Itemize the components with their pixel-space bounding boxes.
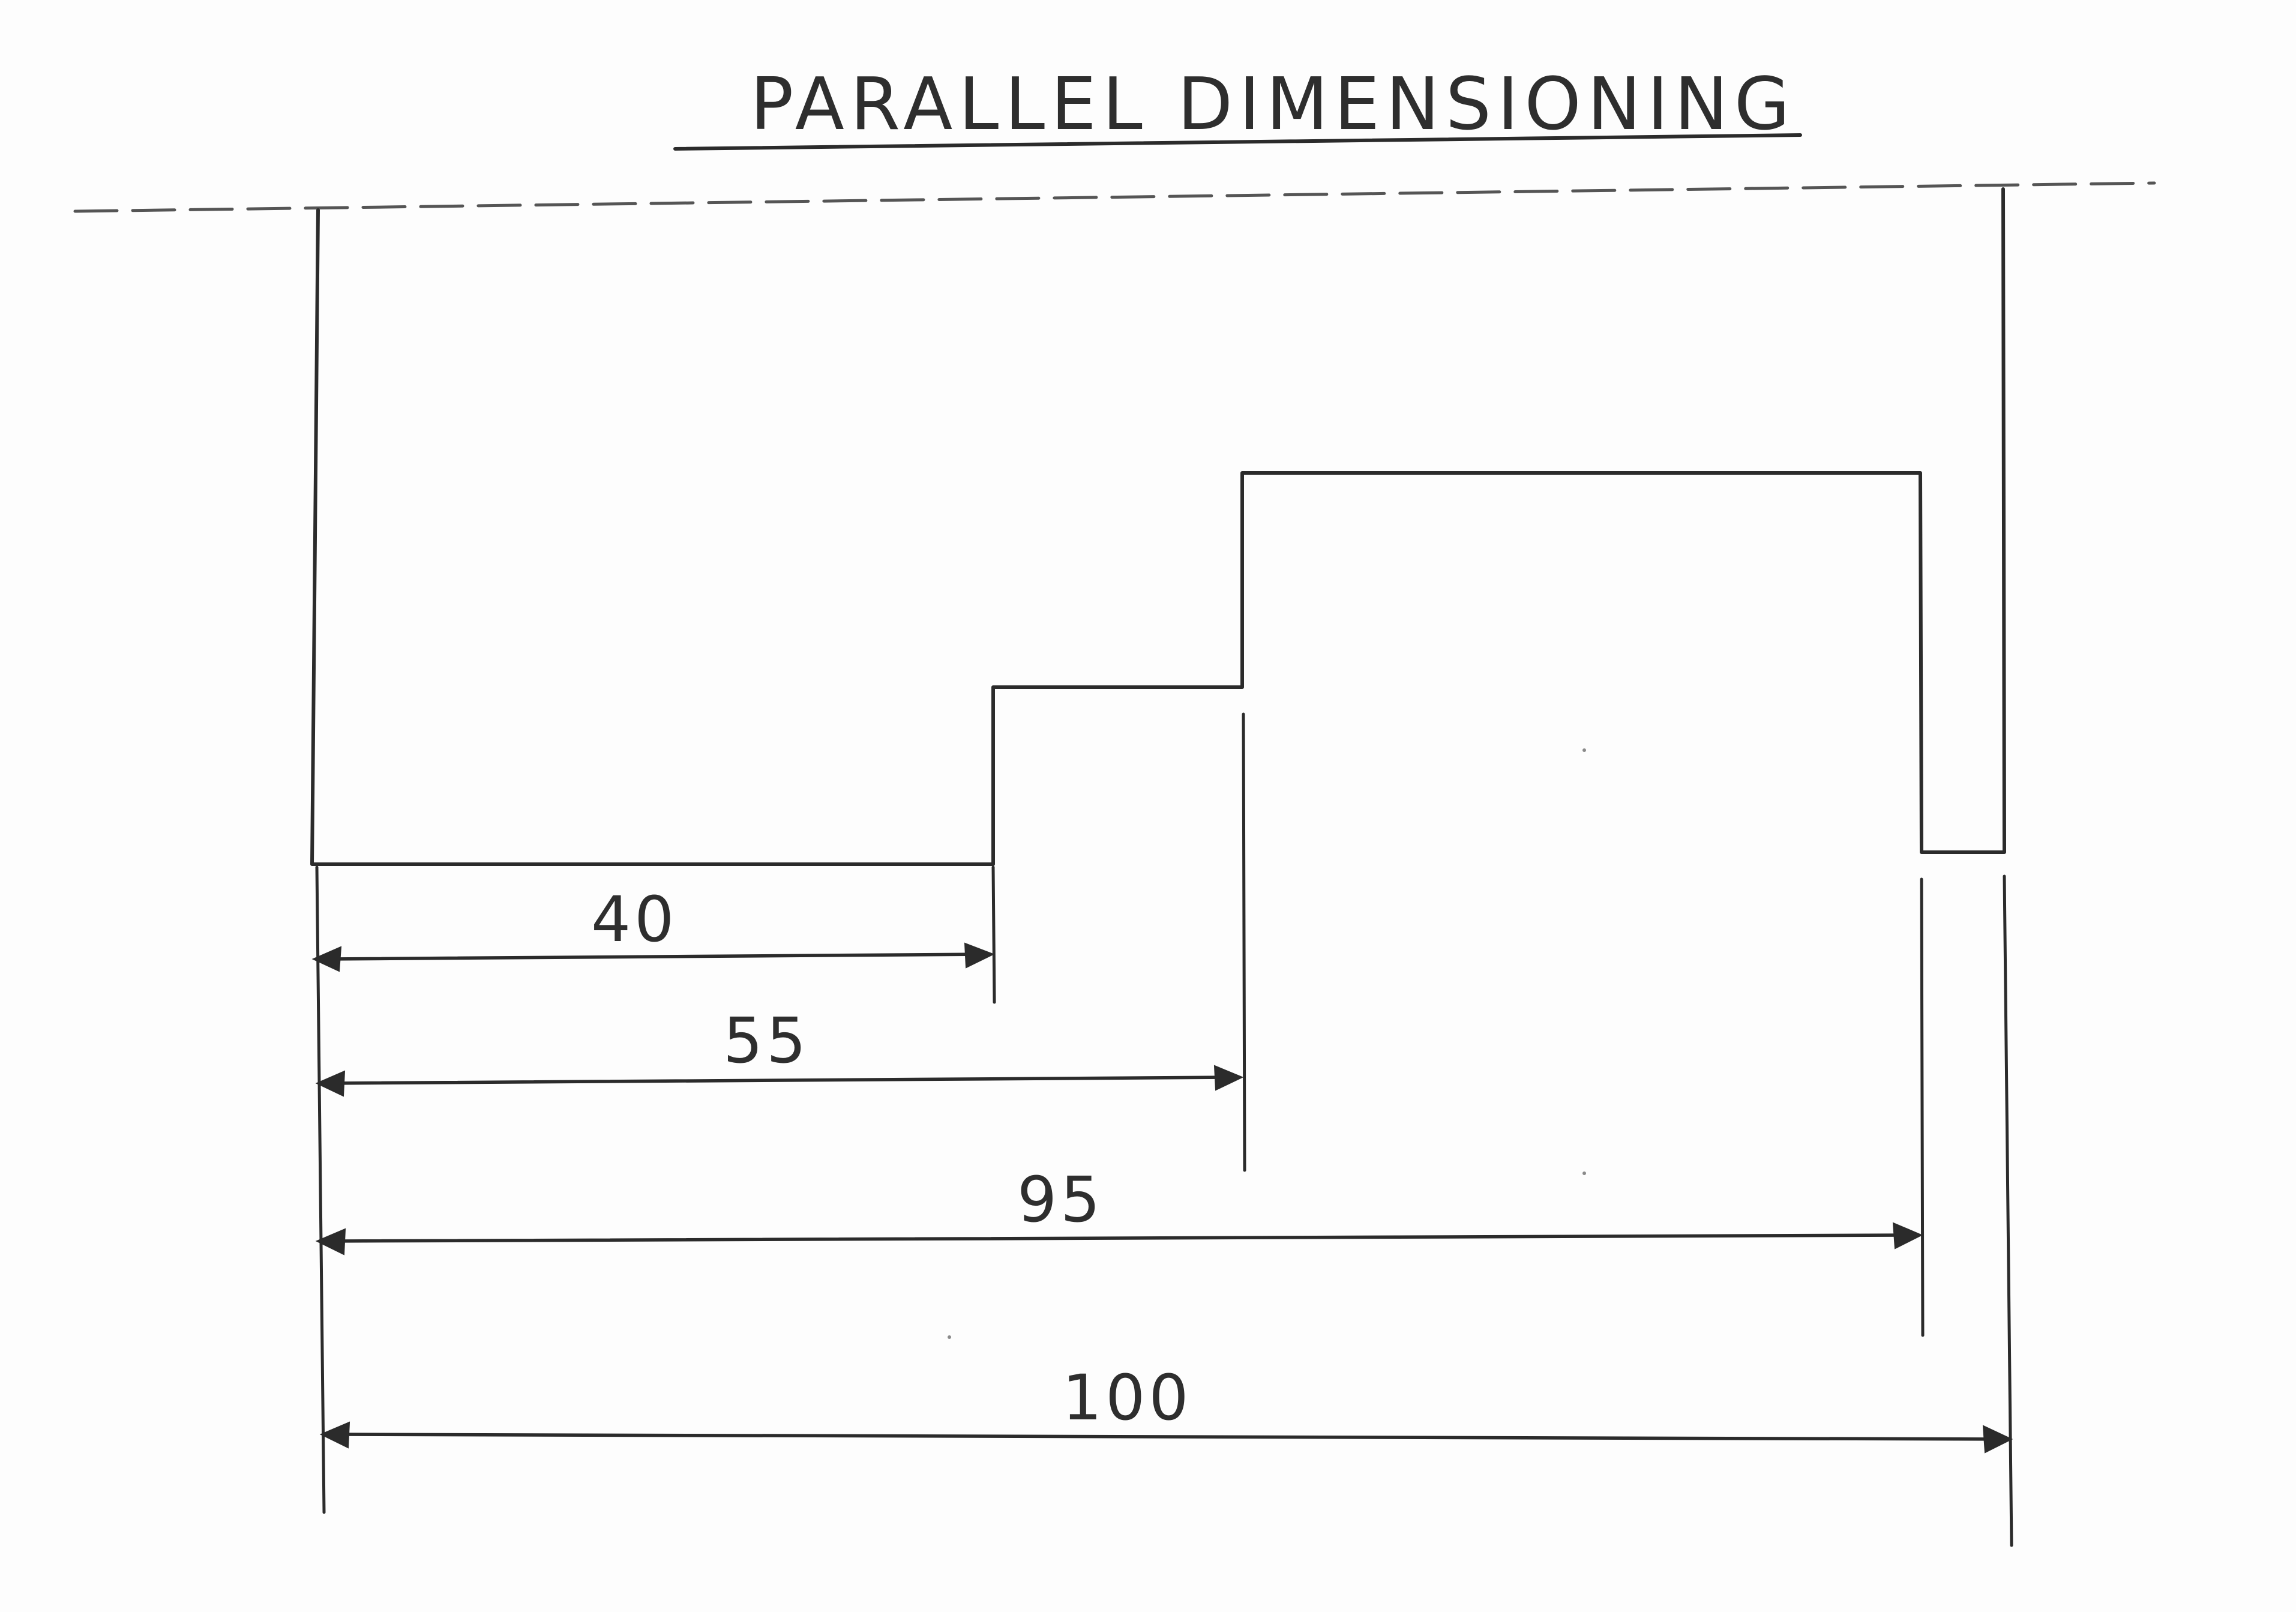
arrowhead-left-95 <box>315 1228 346 1256</box>
dimension-label-55: 55 <box>723 1004 810 1077</box>
arrowhead-right-95 <box>1892 1222 1923 1250</box>
paper-speck <box>1582 1171 1586 1175</box>
dimension-95: 95 <box>315 1163 1923 1256</box>
title-underline <box>673 133 1802 151</box>
dimension-label-95: 95 <box>1017 1163 1104 1236</box>
dimension-line-95 <box>328 1233 1916 1243</box>
arrowhead-right-100 <box>1982 1425 2013 1454</box>
dimension-100: 100 <box>319 1361 2013 1454</box>
paper-speck <box>1582 748 1586 752</box>
dimension-line-100 <box>331 1433 2000 1441</box>
top-reference-line <box>73 181 2156 213</box>
arrowhead-left-55 <box>315 1070 346 1097</box>
dimension-line-55 <box>327 1075 1238 1085</box>
extension-line-95 <box>1920 877 1925 1337</box>
dimension-40: 40 <box>311 883 995 972</box>
extension-line-origin <box>315 865 326 1514</box>
paper-speck <box>948 1335 951 1339</box>
dimension-label-100: 100 <box>1062 1361 1192 1434</box>
arrowhead-right-55 <box>1213 1065 1244 1091</box>
extension-line-40 <box>991 865 996 1004</box>
extension-line-100 <box>2003 874 2013 1547</box>
dimension-label-40: 40 <box>591 883 678 956</box>
arrowhead-right-40 <box>964 942 995 969</box>
extension-line-55 <box>1242 712 1246 1172</box>
dimension-55: 55 <box>315 1004 1244 1097</box>
drawing-title: PARALLEL DIMENSIONING <box>750 63 1796 146</box>
arrowhead-left-100 <box>319 1421 350 1449</box>
dimension-line-40 <box>325 952 989 961</box>
arrowhead-left-40 <box>311 946 342 972</box>
part-outline <box>310 187 2006 866</box>
